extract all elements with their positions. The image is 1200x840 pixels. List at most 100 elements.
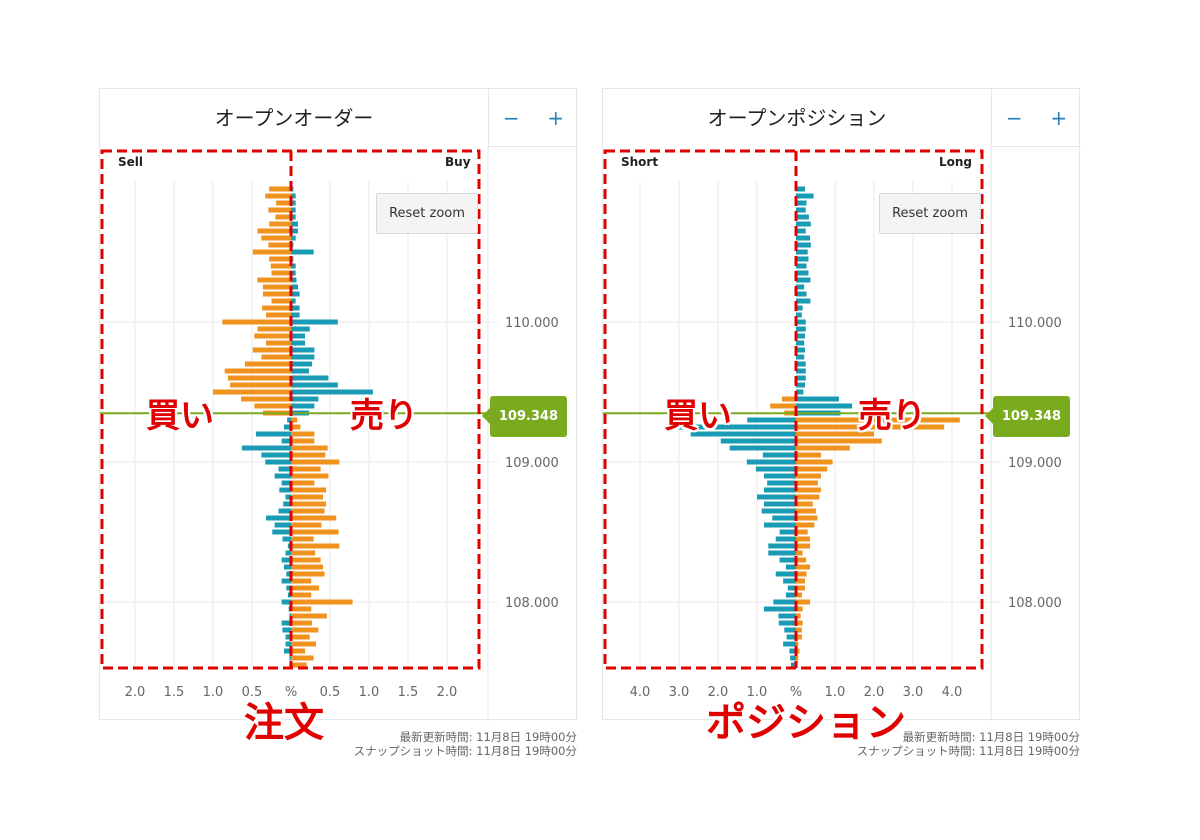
bar-sell: [241, 396, 291, 402]
bar-sell: [271, 298, 291, 304]
bar-sell: [278, 466, 291, 472]
reset-zoom-button[interactable]: Reset zoom: [376, 193, 478, 234]
bar-buy: [291, 417, 298, 423]
bar-long: [796, 606, 803, 612]
bar-long: [796, 256, 809, 262]
bar-sell: [254, 333, 291, 339]
bar-long: [796, 277, 811, 283]
bar-buy: [291, 606, 312, 612]
bar-sell: [271, 270, 291, 276]
zoom-out-button[interactable]: −: [502, 105, 520, 130]
bar-long: [796, 445, 850, 451]
bar-long: [796, 382, 805, 388]
current-price-tag: 109.348: [482, 396, 567, 437]
bar-long: [796, 501, 813, 507]
bar-short: [786, 634, 796, 640]
bar-short: [767, 480, 796, 486]
bar-long: [796, 284, 805, 290]
x-tick-label: 1.5: [398, 685, 419, 700]
bar-long: [796, 249, 808, 255]
bar-buy: [291, 424, 301, 430]
bar-sell: [289, 655, 291, 661]
zoom-out-button[interactable]: −: [1005, 105, 1023, 130]
y-tick-label: 110.000: [1008, 316, 1062, 331]
bar-long: [796, 536, 811, 542]
bar-short: [764, 473, 796, 479]
bar-short: [773, 599, 796, 605]
bar-buy: [291, 389, 373, 395]
bar-long: [796, 403, 853, 409]
bar-long: [796, 529, 808, 535]
bar-buy: [291, 214, 296, 220]
bar-long: [796, 424, 945, 430]
bar-buy: [291, 284, 299, 290]
snapshot-time: スナップショット時間: 11月8日 19時00分: [856, 744, 1080, 758]
sell-label: Sell: [118, 155, 144, 169]
bar-sell: [252, 347, 291, 353]
x-tick-label: 3.0: [903, 685, 924, 700]
bar-buy: [291, 438, 315, 444]
bar-long: [796, 578, 805, 584]
bar-sell: [269, 221, 291, 227]
bar-long: [796, 599, 811, 605]
bar-long: [796, 200, 807, 206]
bar-long: [796, 522, 815, 528]
bar-long: [796, 368, 806, 374]
bar-short: [690, 431, 796, 437]
bar-sell: [241, 445, 291, 451]
bar-short: [779, 557, 796, 563]
x-tick-label: 2.0: [864, 685, 885, 700]
bar-sell: [282, 627, 291, 633]
bar-long: [796, 473, 821, 479]
bar-buy: [291, 550, 316, 556]
panel-title: オープンポジション: [707, 106, 887, 130]
y-tick-label: 110.000: [505, 316, 559, 331]
bar-sell: [285, 641, 291, 647]
bar-long: [796, 221, 811, 227]
bar-sell: [281, 599, 291, 605]
bar-long: [796, 340, 805, 346]
current-price-tag: 109.348: [985, 396, 1070, 437]
bar-long: [796, 515, 818, 521]
zoom-controls: − +: [991, 89, 1081, 147]
bar-sell: [268, 207, 291, 213]
bar-long: [796, 347, 805, 353]
bar-short: [784, 627, 796, 633]
bar-sell: [230, 382, 291, 388]
bar-sell: [266, 515, 291, 521]
bar-long: [796, 613, 801, 619]
bar-sell: [272, 529, 291, 535]
bar-long: [796, 298, 811, 304]
bar-long: [796, 585, 805, 591]
x-tick-label: 0.5: [320, 685, 341, 700]
zoom-in-button[interactable]: +: [547, 105, 565, 130]
bar-sell: [262, 305, 291, 311]
bar-sell: [281, 438, 291, 444]
bar-buy: [291, 529, 339, 535]
bar-sell: [224, 368, 291, 374]
buy-label: Buy: [445, 155, 471, 169]
bar-buy: [291, 431, 315, 437]
bar-buy: [291, 277, 297, 283]
bar-sell: [283, 648, 291, 654]
zoom-in-button[interactable]: +: [1050, 105, 1068, 130]
bar-short: [779, 529, 796, 535]
bar-short: [778, 613, 796, 619]
bar-sell: [281, 557, 291, 563]
bar-sell: [257, 326, 291, 332]
reset-zoom-button[interactable]: Reset zoom: [879, 193, 981, 234]
bar-short: [770, 403, 796, 409]
bar-short: [785, 564, 796, 570]
bar-sell: [285, 494, 291, 500]
bar-long: [796, 396, 839, 402]
bar-sell: [261, 354, 291, 360]
bar-buy: [291, 361, 313, 367]
bar-sell: [285, 634, 291, 640]
last-updated-time: 最新更新時間: 11月8日 19時00分: [902, 730, 1080, 744]
bar-short: [761, 508, 796, 514]
bar-sell: [278, 508, 291, 514]
bar-long: [796, 235, 811, 241]
bar-long: [796, 648, 800, 654]
bar-sell: [283, 564, 291, 570]
bar-buy: [291, 620, 313, 626]
